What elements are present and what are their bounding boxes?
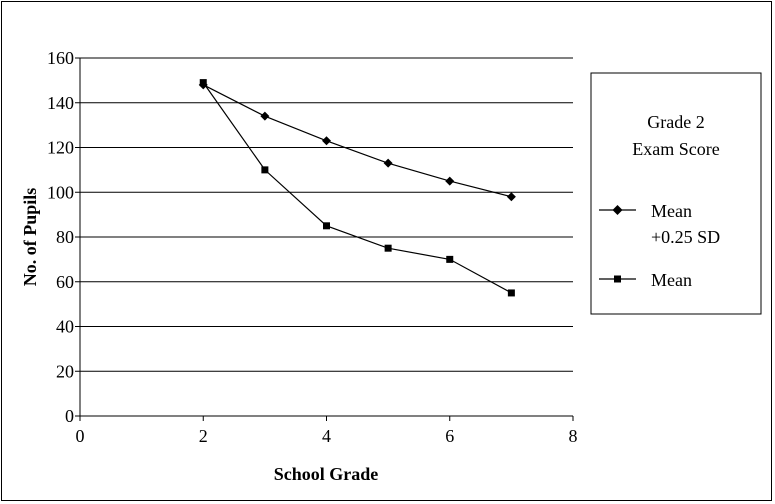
y-tick-label-20: 20 (56, 361, 74, 381)
y-tick-label-80: 80 (56, 227, 74, 247)
y-tick-labels: 0 20 40 60 80 100 120 140 160 (47, 48, 80, 426)
data-point-diamond-3 (260, 111, 270, 121)
x-tick-label-8: 8 (569, 426, 578, 446)
y-tick-label-40: 40 (56, 317, 74, 337)
x-tick-labels: 0 2 4 6 8 (76, 416, 578, 446)
x-tick-label-4: 4 (322, 426, 331, 446)
y-tick-label-140: 140 (47, 93, 74, 113)
data-point-square-4 (323, 222, 330, 230)
legend-label-mean-plus-sd-line-2: +0.25 SD (651, 227, 720, 247)
data-point-diamond-7 (506, 192, 516, 202)
y-tick-label-160: 160 (47, 48, 74, 68)
y-tick-label-120: 120 (47, 138, 74, 158)
y-tick-label-0: 0 (65, 406, 74, 426)
legend-title-line-2: Exam Score (632, 139, 719, 159)
x-tick-label-0: 0 (76, 426, 85, 446)
series-group (198, 79, 516, 297)
legend-marker-square (614, 275, 621, 283)
series-line-square (202, 82, 512, 294)
y-axis-title: No. of Pupils (20, 188, 40, 287)
data-point-square-2 (199, 79, 207, 87)
x-axis-title: School Grade (274, 464, 379, 484)
legend-box (590, 72, 762, 315)
series-line-diamond (203, 84, 512, 198)
y-tick-label-60: 60 (56, 272, 74, 292)
data-point-square-6 (446, 255, 454, 263)
data-point-square-3 (261, 166, 269, 174)
data-point-square-5 (384, 244, 392, 252)
legend: Grade 2 Exam Score Mean +0.25 SD Mean (590, 72, 762, 315)
grid-lines (80, 57, 573, 372)
data-point-diamond-6 (445, 176, 455, 186)
legend-label-mean: Mean (651, 270, 692, 290)
y-tick-label-100: 100 (47, 182, 74, 202)
legend-label-mean-plus-sd-line-1: Mean (651, 201, 692, 221)
data-point-square-7 (507, 289, 515, 297)
data-point-diamond-4 (322, 136, 331, 146)
data-point-diamond-5 (383, 158, 393, 168)
legend-marker-diamond (612, 205, 623, 215)
x-tick-label-2: 2 (199, 426, 208, 446)
legend-title-line-1: Grade 2 (647, 112, 704, 132)
x-tick-label-6: 6 (445, 426, 454, 446)
